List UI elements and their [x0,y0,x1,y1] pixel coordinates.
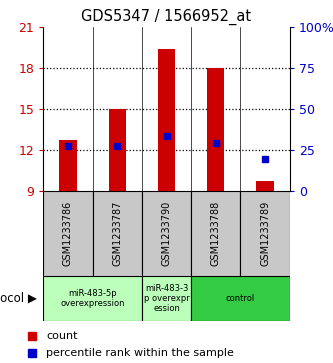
Bar [191,276,290,321]
Bar [191,191,240,276]
Text: GDS5347 / 1566952_at: GDS5347 / 1566952_at [82,9,251,25]
Text: miR-483-5p
overexpression: miR-483-5p overexpression [60,289,125,308]
Bar [207,68,224,191]
Bar [43,276,142,321]
Bar [59,140,77,191]
Text: GSM1233788: GSM1233788 [211,201,221,266]
Text: GSM1233787: GSM1233787 [112,200,122,266]
Text: count: count [46,331,78,341]
Bar [256,181,274,191]
Text: GSM1233789: GSM1233789 [260,201,270,266]
Text: percentile rank within the sample: percentile rank within the sample [46,347,234,358]
Text: GSM1233786: GSM1233786 [63,201,73,266]
Text: control: control [226,294,255,303]
Bar [109,109,126,191]
Bar [158,49,175,191]
Bar [142,276,191,321]
Text: miR-483-3
p overexpr
ession: miR-483-3 p overexpr ession [144,284,189,314]
Text: protocol ▶: protocol ▶ [0,292,37,305]
Bar [43,191,93,276]
Bar [93,191,142,276]
Text: GSM1233790: GSM1233790 [162,201,171,266]
Bar [240,191,290,276]
Bar [142,191,191,276]
